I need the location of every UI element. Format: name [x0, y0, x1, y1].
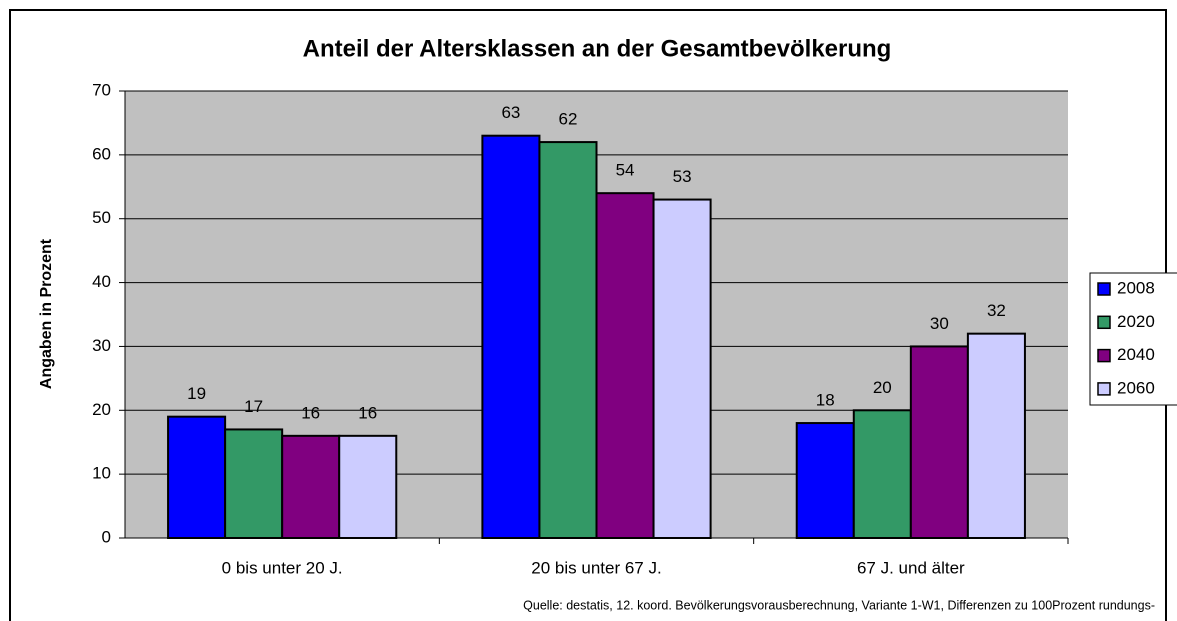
- data-label: 20: [873, 378, 892, 397]
- bar: [281, 434, 341, 540]
- data-label: 16: [301, 403, 320, 422]
- y-tick-label: 10: [92, 464, 111, 483]
- legend-swatch: [1097, 315, 1111, 330]
- bar: [481, 134, 541, 539]
- legend-swatch: [1097, 382, 1111, 396]
- bar: [595, 192, 655, 540]
- x-tick-label: 20 bis unter 67 J.: [531, 558, 661, 577]
- y-tick-label: 70: [92, 80, 111, 99]
- y-tick-label: 50: [92, 208, 111, 227]
- bar: [909, 345, 969, 539]
- data-label: 30: [930, 314, 949, 333]
- x-tick-label: 0 bis unter 20 J.: [222, 558, 343, 577]
- y-tick-label: 40: [92, 272, 111, 291]
- legend-label: 2020: [1117, 312, 1155, 331]
- data-label: 62: [559, 110, 578, 129]
- y-tick-label: 60: [92, 144, 111, 163]
- legend-swatch: [1097, 282, 1111, 296]
- data-label: 19: [187, 384, 206, 403]
- data-label: 53: [673, 167, 692, 186]
- data-label: 54: [616, 161, 635, 180]
- bar: [224, 428, 284, 540]
- legend-swatch: [1097, 348, 1111, 363]
- chart-title: Anteil der Altersklassen an der Gesamtbe…: [303, 35, 892, 62]
- bar: [966, 332, 1026, 539]
- bar: [167, 415, 227, 539]
- data-label: 17: [244, 397, 263, 416]
- source-note: Quelle: destatis, 12. koord. Bevölkerung…: [523, 598, 1155, 612]
- y-tick-label: 0: [102, 527, 111, 546]
- y-tick-label: 30: [92, 336, 111, 355]
- legend-label: 2060: [1117, 378, 1155, 397]
- data-label: 16: [358, 403, 377, 422]
- bar: [852, 409, 912, 539]
- data-label: 18: [816, 391, 835, 410]
- legend-label: 2040: [1117, 345, 1155, 364]
- x-tick-label: 67 J. und älter: [857, 558, 965, 577]
- y-tick-label: 20: [92, 400, 111, 419]
- legend-label: 2008: [1117, 278, 1155, 297]
- data-label: 32: [987, 301, 1006, 320]
- bar: [652, 198, 712, 540]
- y-axis-label: Angaben in Prozent: [38, 238, 55, 389]
- data-label: 63: [501, 103, 520, 122]
- bar: [795, 422, 855, 539]
- bar: [338, 434, 398, 540]
- bar: [538, 141, 598, 539]
